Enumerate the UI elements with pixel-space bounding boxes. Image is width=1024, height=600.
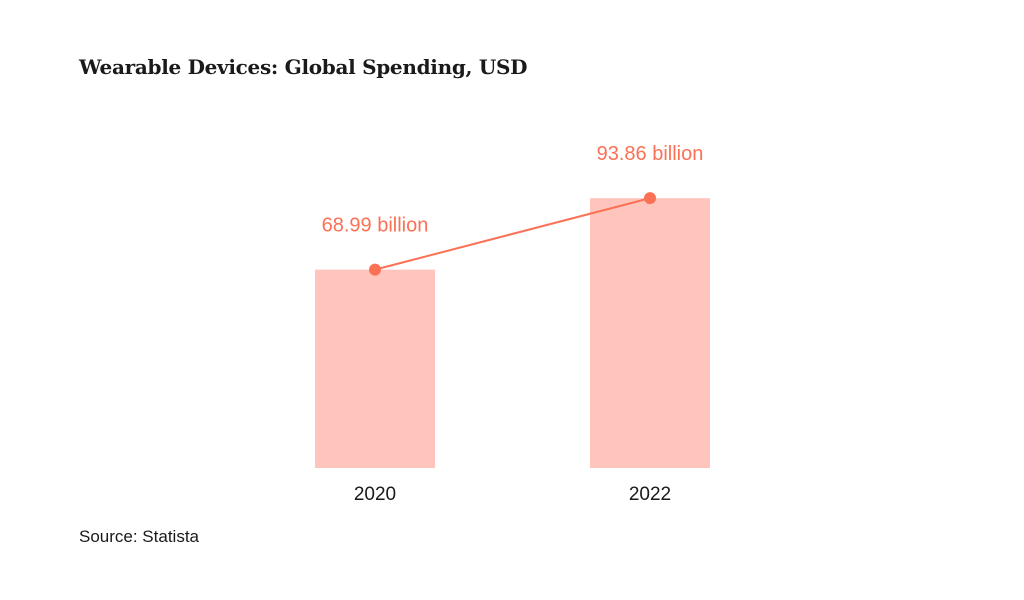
- bar-2022: [590, 198, 710, 468]
- point-2022: [644, 192, 656, 205]
- data-label-2022: 93.86 billion: [597, 143, 704, 165]
- chart-title: Wearable Devices: Global Spending, USD: [79, 55, 528, 79]
- bars-layer: [315, 198, 710, 468]
- data-label-2020: 68.99 billion: [322, 215, 429, 237]
- labels-layer: 2020 68.99 billion 2022 93.86 billion: [322, 143, 704, 505]
- x-tick-label-2022: 2022: [629, 484, 671, 505]
- point-2020: [369, 263, 381, 276]
- bar-2020: [315, 269, 435, 468]
- source-note: Source: Statista: [79, 527, 200, 546]
- trend-line: [374, 197, 651, 271]
- line-layer: [369, 192, 656, 276]
- x-tick-label-2020: 2020: [354, 484, 396, 505]
